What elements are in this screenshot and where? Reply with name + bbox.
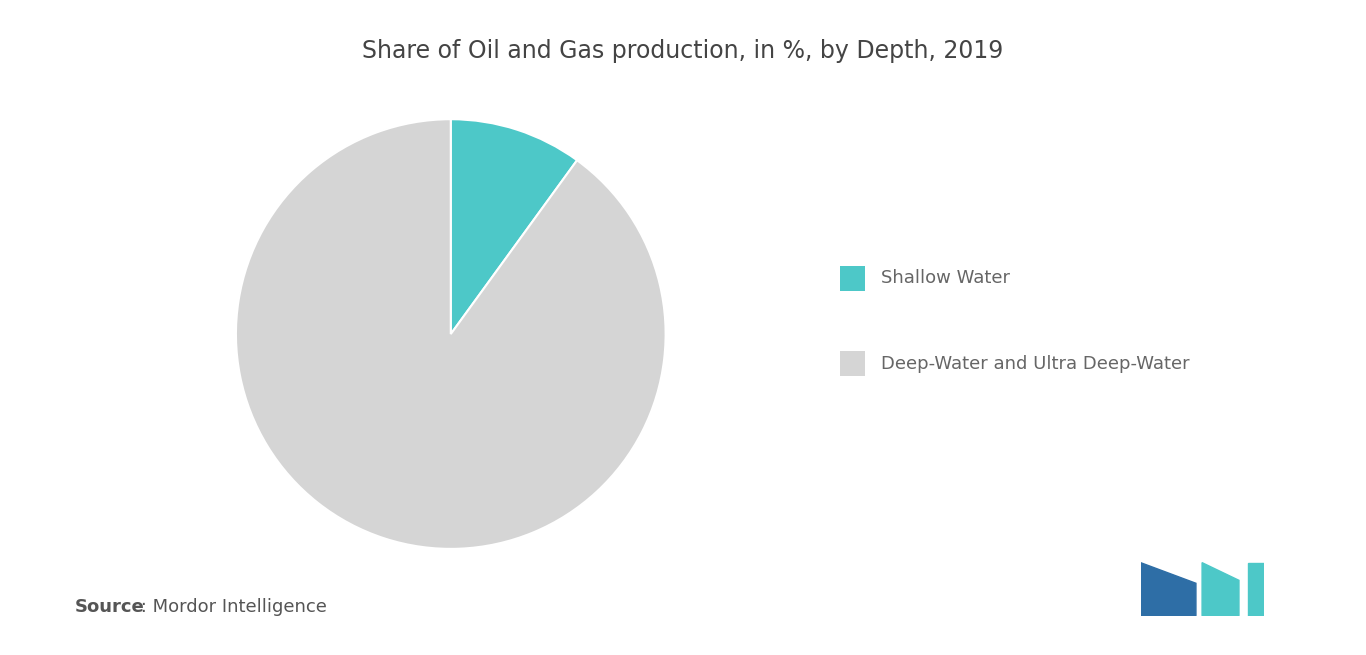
Text: : Mordor Intelligence: : Mordor Intelligence xyxy=(135,598,326,616)
Polygon shape xyxy=(1202,563,1239,616)
Text: Shallow Water: Shallow Water xyxy=(881,269,1009,288)
Text: Source: Source xyxy=(75,598,145,616)
Polygon shape xyxy=(1247,563,1264,616)
Polygon shape xyxy=(1141,563,1197,616)
Wedge shape xyxy=(236,119,665,549)
Text: Deep-Water and Ultra Deep-Water: Deep-Water and Ultra Deep-Water xyxy=(881,354,1190,373)
Wedge shape xyxy=(451,119,576,334)
Text: Share of Oil and Gas production, in %, by Depth, 2019: Share of Oil and Gas production, in %, b… xyxy=(362,39,1004,64)
